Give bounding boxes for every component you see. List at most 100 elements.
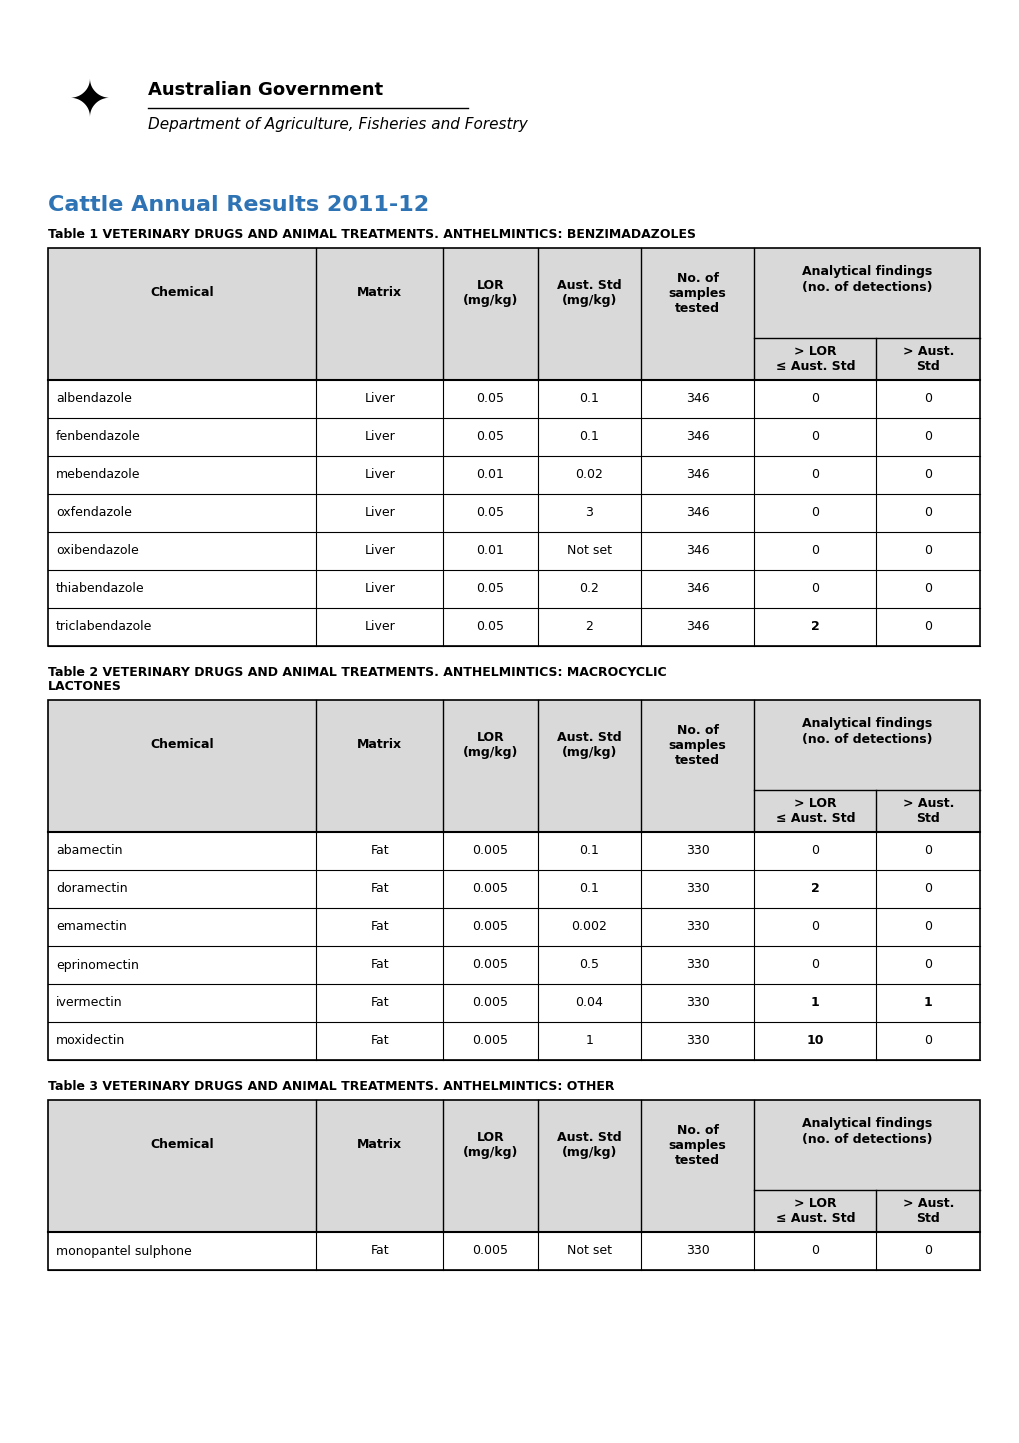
Text: 330: 330 <box>685 958 709 971</box>
Text: 0: 0 <box>923 1244 931 1257</box>
Text: 0.01: 0.01 <box>476 469 504 482</box>
Text: fenbendazole: fenbendazole <box>56 430 141 443</box>
Text: 0.05: 0.05 <box>476 583 504 596</box>
Text: 0.005: 0.005 <box>472 1244 507 1257</box>
Text: 0: 0 <box>923 430 931 443</box>
Text: 1: 1 <box>810 997 819 1010</box>
Text: 0: 0 <box>923 583 931 596</box>
Text: 0: 0 <box>810 506 818 519</box>
Text: 0.1: 0.1 <box>579 844 599 857</box>
Text: 0: 0 <box>810 430 818 443</box>
Text: Matrix: Matrix <box>357 1139 403 1152</box>
Text: 0: 0 <box>810 958 818 971</box>
Text: Table 1 VETERINARY DRUGS AND ANIMAL TREATMENTS. ANTHELMINTICS: BENZIMADAZOLES: Table 1 VETERINARY DRUGS AND ANIMAL TREA… <box>48 228 695 241</box>
Text: Analytical findings
(no. of detections): Analytical findings (no. of detections) <box>801 266 931 293</box>
Text: No. of
samples
tested: No. of samples tested <box>668 1124 726 1166</box>
Text: Liver: Liver <box>364 506 394 519</box>
Text: 0.005: 0.005 <box>472 883 507 896</box>
Text: 0.05: 0.05 <box>476 430 504 443</box>
Text: 0: 0 <box>810 844 818 857</box>
Text: 10: 10 <box>806 1035 823 1048</box>
Text: > LOR
≤ Aust. Std: > LOR ≤ Aust. Std <box>774 345 854 372</box>
Text: No. of
samples
tested: No. of samples tested <box>668 723 726 766</box>
Text: Table 3 VETERINARY DRUGS AND ANIMAL TREATMENTS. ANTHELMINTICS: OTHER: Table 3 VETERINARY DRUGS AND ANIMAL TREA… <box>48 1079 613 1092</box>
Text: 346: 346 <box>685 583 708 596</box>
Text: 0.002: 0.002 <box>571 921 606 934</box>
Text: eprinomectin: eprinomectin <box>56 958 139 971</box>
Text: triclabendazole: triclabendazole <box>56 620 152 633</box>
Text: 0: 0 <box>923 620 931 633</box>
Text: 0: 0 <box>923 883 931 896</box>
Text: 0: 0 <box>923 921 931 934</box>
Text: 2: 2 <box>810 883 819 896</box>
Text: Liver: Liver <box>364 430 394 443</box>
Text: No. of
samples
tested: No. of samples tested <box>668 271 726 315</box>
Text: 0: 0 <box>923 392 931 405</box>
Text: albendazole: albendazole <box>56 392 131 405</box>
Text: Chemical: Chemical <box>150 287 214 300</box>
Text: Fat: Fat <box>370 958 389 971</box>
Text: 0: 0 <box>810 921 818 934</box>
Text: 0.005: 0.005 <box>472 1035 507 1048</box>
Text: 330: 330 <box>685 883 709 896</box>
Text: 0: 0 <box>810 1244 818 1257</box>
Text: 330: 330 <box>685 844 709 857</box>
Text: Matrix: Matrix <box>357 739 403 752</box>
Text: 0: 0 <box>923 544 931 557</box>
Text: LOR
(mg/kg): LOR (mg/kg) <box>463 278 518 307</box>
Text: 330: 330 <box>685 1035 709 1048</box>
Text: Aust. Std
(mg/kg): Aust. Std (mg/kg) <box>556 278 621 307</box>
Text: emamectin: emamectin <box>56 921 126 934</box>
Text: Liver: Liver <box>364 544 394 557</box>
Text: 0: 0 <box>810 544 818 557</box>
Bar <box>48 1100 979 1232</box>
Text: 0.005: 0.005 <box>472 921 507 934</box>
Text: 0: 0 <box>923 469 931 482</box>
Text: 346: 346 <box>685 544 708 557</box>
Text: Fat: Fat <box>370 1035 389 1048</box>
Bar <box>48 248 979 646</box>
Text: 330: 330 <box>685 1244 709 1257</box>
Text: Analytical findings
(no. of detections): Analytical findings (no. of detections) <box>801 1117 931 1146</box>
Text: 0.05: 0.05 <box>476 392 504 405</box>
Text: Fat: Fat <box>370 1244 389 1257</box>
Text: 0: 0 <box>810 469 818 482</box>
Text: 0: 0 <box>923 844 931 857</box>
Text: ✦: ✦ <box>69 78 111 126</box>
Text: LACTONES: LACTONES <box>48 680 121 693</box>
Text: > LOR
≤ Aust. Std: > LOR ≤ Aust. Std <box>774 1198 854 1225</box>
Text: 330: 330 <box>685 921 709 934</box>
Text: Liver: Liver <box>364 392 394 405</box>
Text: > Aust.
Std: > Aust. Std <box>902 1198 953 1225</box>
Text: 346: 346 <box>685 392 708 405</box>
Text: Not set: Not set <box>567 1244 611 1257</box>
Text: Fat: Fat <box>370 997 389 1010</box>
Text: Matrix: Matrix <box>357 287 403 300</box>
Text: moxidectin: moxidectin <box>56 1035 125 1048</box>
Text: 0.1: 0.1 <box>579 392 599 405</box>
Text: Australian Government: Australian Government <box>148 81 383 100</box>
Text: 0: 0 <box>810 583 818 596</box>
Text: 2: 2 <box>810 620 819 633</box>
Text: > LOR
≤ Aust. Std: > LOR ≤ Aust. Std <box>774 797 854 825</box>
Text: Chemical: Chemical <box>150 739 214 752</box>
Text: 0.5: 0.5 <box>579 958 599 971</box>
Text: Aust. Std
(mg/kg): Aust. Std (mg/kg) <box>556 1131 621 1159</box>
Text: Table 2 VETERINARY DRUGS AND ANIMAL TREATMENTS. ANTHELMINTICS: MACROCYCLIC: Table 2 VETERINARY DRUGS AND ANIMAL TREA… <box>48 667 666 680</box>
Text: 346: 346 <box>685 506 708 519</box>
Text: LOR
(mg/kg): LOR (mg/kg) <box>463 732 518 759</box>
Text: doramectin: doramectin <box>56 883 127 896</box>
Bar <box>50 62 129 141</box>
Text: 0.04: 0.04 <box>575 997 602 1010</box>
Text: Fat: Fat <box>370 921 389 934</box>
Text: 0.005: 0.005 <box>472 997 507 1010</box>
Text: 1: 1 <box>923 997 931 1010</box>
Text: mebendazole: mebendazole <box>56 469 141 482</box>
Text: 0.01: 0.01 <box>476 544 504 557</box>
Text: Chemical: Chemical <box>150 1139 214 1152</box>
Bar <box>48 700 979 1061</box>
Text: 0.2: 0.2 <box>579 583 599 596</box>
Text: Department of Agriculture, Fisheries and Forestry: Department of Agriculture, Fisheries and… <box>148 117 527 131</box>
Text: Analytical findings
(no. of detections): Analytical findings (no. of detections) <box>801 717 931 746</box>
Text: > Aust.
Std: > Aust. Std <box>902 345 953 372</box>
